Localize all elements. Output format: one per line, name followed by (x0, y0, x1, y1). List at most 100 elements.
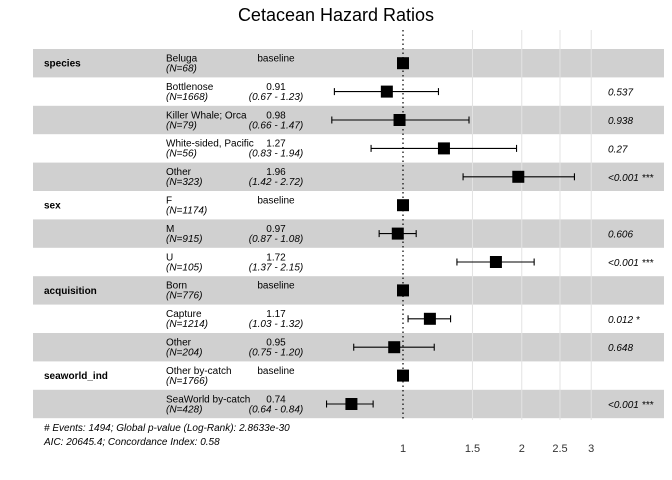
x-gridlines (471, 30, 592, 420)
hazard-ratio-point (423, 312, 436, 325)
ci-label: (0.67 - 1.23) (249, 92, 303, 103)
hazard-ratio-point (489, 256, 502, 268)
p-value-label: <0.001 *** (608, 400, 654, 411)
footnote-events: # Events: 1494; Global p-value (Log-Rank… (44, 423, 290, 434)
ci-label: (1.37 - 2.15) (249, 262, 303, 273)
variable-label: species (44, 59, 81, 70)
forest-row: sex F(N=1174) baseline (44, 196, 409, 217)
hazard-ratio-point (345, 398, 358, 410)
hazard-ratio-point (397, 369, 409, 382)
forest-row: White-sided, Pacific(N=56) 1.27(0.83 - 1.… (166, 139, 628, 160)
hazard-ratio-label: 0.95 (266, 338, 286, 349)
n-label: (N=323) (166, 177, 202, 188)
p-value-label: <0.001 *** (608, 173, 654, 184)
level-label: Beluga (166, 54, 198, 65)
hazard-ratio-label: baseline (257, 54, 295, 65)
n-label: (N=428) (166, 404, 202, 415)
variable-label: sex (44, 201, 61, 212)
footnote-aic: AIC: 20645.4; Concordance Index: 0.58 (43, 437, 220, 448)
ci-label: (1.03 - 1.32) (249, 319, 303, 330)
p-value-label: <0.001 *** (608, 258, 654, 269)
forest-row: M(N=915) 0.97(0.87 - 1.08) 0.606 (166, 224, 633, 245)
hazard-ratio-label: 0.98 (266, 110, 286, 121)
n-label: (N=1214) (166, 319, 208, 330)
x-tick-label: 3 (588, 443, 594, 455)
row-band (33, 219, 664, 248)
row-bands (33, 49, 664, 419)
level-label: SeaWorld by-catch (166, 394, 250, 405)
forest-row: acquisition Born(N=776) baseline (44, 281, 409, 302)
p-value-label: 0.648 (608, 343, 633, 354)
x-axis-tick-labels: 1 1.5 2 2.5 3 (400, 443, 594, 455)
hazard-ratio-point (393, 114, 406, 126)
forest-row: Capture(N=1214) 1.17(1.03 - 1.32) 0.012 * (166, 309, 641, 330)
hazard-ratio-label: 1.96 (266, 167, 286, 178)
level-label: M (166, 224, 174, 235)
hazard-ratio-point (388, 341, 401, 354)
n-label: (N=204) (166, 348, 202, 359)
n-label: (N=1668) (166, 92, 208, 103)
variable-label: seaworld_ind (44, 371, 108, 382)
level-label: Other (166, 338, 192, 349)
forest-row: seaworld_ind Other by-catch(N=1766) baseli… (44, 366, 409, 387)
x-tick-label: 1 (400, 443, 406, 455)
level-label: Capture (166, 309, 202, 320)
p-value-label: 0.012 * (608, 315, 641, 326)
ci-label: (1.42 - 2.72) (249, 177, 303, 188)
hazard-ratio-label: 0.91 (266, 82, 286, 93)
level-label: F (166, 196, 172, 207)
level-label: U (166, 252, 173, 263)
ci-label: (0.87 - 1.08) (249, 234, 303, 245)
n-label: (N=776) (166, 291, 202, 302)
p-value-label: 0.606 (608, 230, 633, 241)
forest-row: Bottlenose(N=1668) 0.91(0.67 - 1.23) 0.537 (166, 82, 633, 103)
n-label: (N=915) (166, 234, 202, 245)
hazard-ratio-label: baseline (257, 366, 295, 377)
n-label: (N=1174) (166, 206, 207, 217)
hazard-ratio-point (397, 284, 409, 297)
hazard-ratio-point (391, 227, 404, 240)
forest-row: Other(N=204) 0.95(0.75 - 1.20) 0.648 (166, 338, 633, 359)
p-value-label: 0.938 (608, 116, 633, 127)
hazard-ratio-label: 0.97 (266, 224, 286, 235)
x-tick-label: 2.5 (552, 443, 567, 455)
hazard-ratio-point (512, 170, 525, 183)
hazard-ratio-label: baseline (257, 196, 295, 207)
row-band (33, 276, 664, 305)
n-label: (N=79) (166, 120, 197, 131)
data-rows: species Beluga(N=68)baselineBottlenose(N=… (44, 54, 654, 416)
hazard-ratio-label: 0.74 (266, 394, 286, 405)
forest-row: Other(N=323) 1.96(1.42 - 2.72) <0.001 *** (166, 167, 654, 188)
ci-label: (0.66 - 1.47) (249, 120, 303, 131)
level-label: White-sided, Pacific (166, 139, 254, 150)
level-label: Killer Whale; Orca (166, 110, 247, 121)
p-value-label: 0.537 (608, 88, 633, 99)
ci-label: (0.83 - 1.94) (249, 149, 303, 160)
n-label: (N=105) (166, 262, 202, 273)
n-label: (N=56) (166, 149, 197, 160)
hazard-ratio-label: 1.27 (266, 139, 286, 150)
p-value-label: 0.27 (608, 144, 628, 155)
forest-row: U(N=105) 1.72(1.37 - 2.15) <0.001 *** (166, 252, 654, 273)
level-label: Bottlenose (166, 82, 214, 93)
level-label: Other (166, 167, 192, 178)
forest-row: species Beluga(N=68) baseline (44, 54, 409, 75)
hazard-ratio-label: 1.17 (266, 309, 286, 320)
level-label: Other by-catch (166, 366, 232, 377)
hazard-ratio-label: 1.72 (266, 252, 286, 263)
n-label: (N=68) (166, 64, 197, 75)
row-band (33, 49, 664, 78)
ci-label: (0.75 - 1.20) (249, 348, 303, 359)
forest-row: Killer Whale; Orca(N=79) 0.98(0.66 - 1.47… (166, 110, 633, 131)
hazard-ratio-point (397, 57, 409, 70)
hazard-ratio-point (437, 142, 450, 155)
level-label: Born (166, 281, 187, 292)
hazard-ratio-label: baseline (257, 281, 295, 292)
x-tick-label: 1.5 (465, 443, 480, 455)
chart-title: Cetacean Hazard Ratios (238, 5, 434, 25)
ci-label: (0.64 - 0.84) (249, 404, 303, 415)
row-band (33, 333, 664, 362)
hazard-ratio-point (380, 85, 393, 98)
x-tick-label: 2 (519, 443, 525, 455)
